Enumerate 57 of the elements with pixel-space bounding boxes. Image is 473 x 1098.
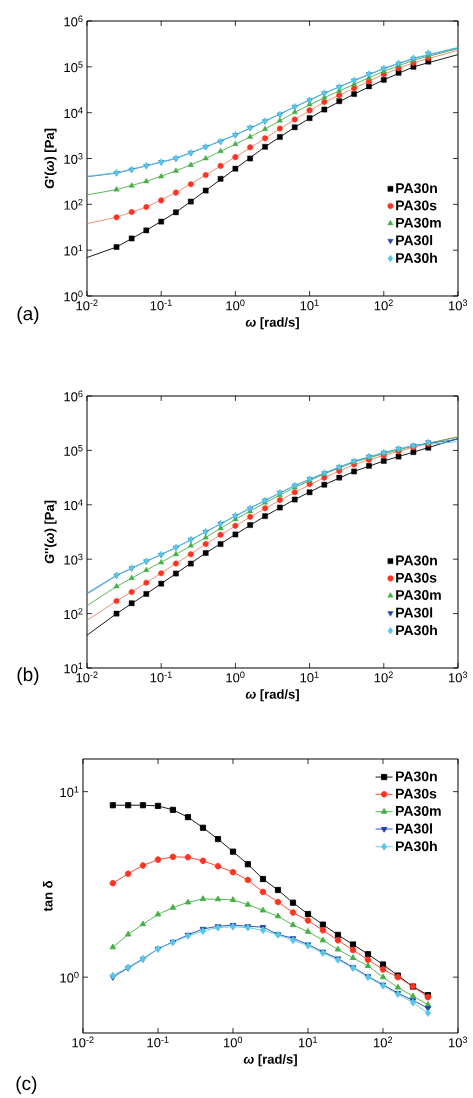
x-tick-label: 10$^{2}$ (374, 299, 393, 311)
x-tick-label: 10$^{1}$ (300, 671, 319, 683)
y-tick-label: 10$^{6}$ (64, 390, 83, 402)
x-tick-label: 10$^{2}$ (374, 671, 393, 683)
x-tick-label: 10$^{0}$ (226, 299, 245, 311)
y-tick-label: 10$^{3}$ (64, 153, 83, 164)
x-axis-title: ω [rad/s] (245, 317, 299, 330)
text: (b) (17, 667, 39, 686)
legend-label: PA30m (396, 217, 441, 228)
legend-label: PA30s (396, 572, 437, 583)
legend-label: PA30l (396, 823, 432, 834)
legend-label: PA30m (396, 805, 441, 816)
x-tick-label: 10$^{3}$ (448, 1036, 468, 1048)
x-axis-title: ω [rad/s] (245, 689, 299, 702)
y-tick-label: 10$^{2}$ (64, 608, 83, 620)
y-tick-label: 10$^{0}$ (60, 971, 79, 983)
x-tick-label: 10$^{0}$ (226, 671, 245, 683)
x-tick-label: 10$^{3}$ (448, 299, 468, 311)
x-tick-label: 10$^{1}$ (298, 1036, 318, 1048)
y-tick-label: 10$^{4}$ (64, 107, 83, 119)
y-tick-label: 10$^{3}$ (64, 553, 83, 565)
x-tick-label: 10$^{2}$ (373, 1036, 393, 1048)
y-axis-title: tan δ (43, 881, 53, 912)
x-tick-label: 10$^{-2}$ (72, 1036, 94, 1048)
y-axis-title: G'(ω) [Pa] (44, 128, 57, 189)
y-tick-label: 10$^{0}$ (64, 290, 83, 302)
y-tick-label: 10$^{2}$ (64, 198, 83, 210)
legend-label: PA30n (396, 555, 437, 566)
x-tick-label: 10$^{-1}$ (147, 1036, 169, 1048)
y-tick-label: 10$^{4}$ (64, 499, 83, 511)
x-axis-title: ω [rad/s] (243, 1054, 297, 1067)
legend-label: PA30n (396, 183, 437, 194)
legend-label: PA30l (396, 235, 433, 246)
y-axis-title: G''(ω) [Pa] (44, 500, 57, 564)
x-tick-label: 10$^{1}$ (300, 299, 319, 311)
legend-label: PA30n (396, 771, 437, 782)
y-tick-label: 10$^{6}$ (64, 15, 83, 27)
legend-label: PA30s (396, 788, 437, 799)
y-tick-label: 10$^{5}$ (64, 445, 83, 456)
legend-label: PA30s (396, 200, 437, 211)
y-tick-label: 10$^{1}$ (64, 662, 83, 674)
x-tick-label: 10$^{-2}$ (76, 671, 98, 683)
legend-label: PA30m (396, 590, 441, 600)
legend-label: PA30l (396, 607, 433, 618)
legend-label: PA30h (396, 252, 437, 263)
y-tick-label: 10$^{1}$ (60, 786, 79, 798)
y-tick-label: 10$^{5}$ (64, 61, 83, 73)
x-tick-label: 10$^{-1}$ (150, 671, 172, 683)
text: (a) (17, 306, 39, 325)
y-tick-label: 10$^{1}$ (64, 244, 83, 256)
x-tick-label: 10$^{3}$ (448, 671, 468, 683)
x-tick-label: 10$^{-1}$ (150, 299, 172, 311)
x-tick-label: 10$^{-2}$ (76, 299, 98, 311)
legend-label: PA30h (396, 840, 437, 852)
legend-label: PA30h (396, 624, 437, 636)
x-tick-label: 10$^{0}$ (223, 1036, 243, 1048)
text: (c) (16, 1076, 37, 1094)
